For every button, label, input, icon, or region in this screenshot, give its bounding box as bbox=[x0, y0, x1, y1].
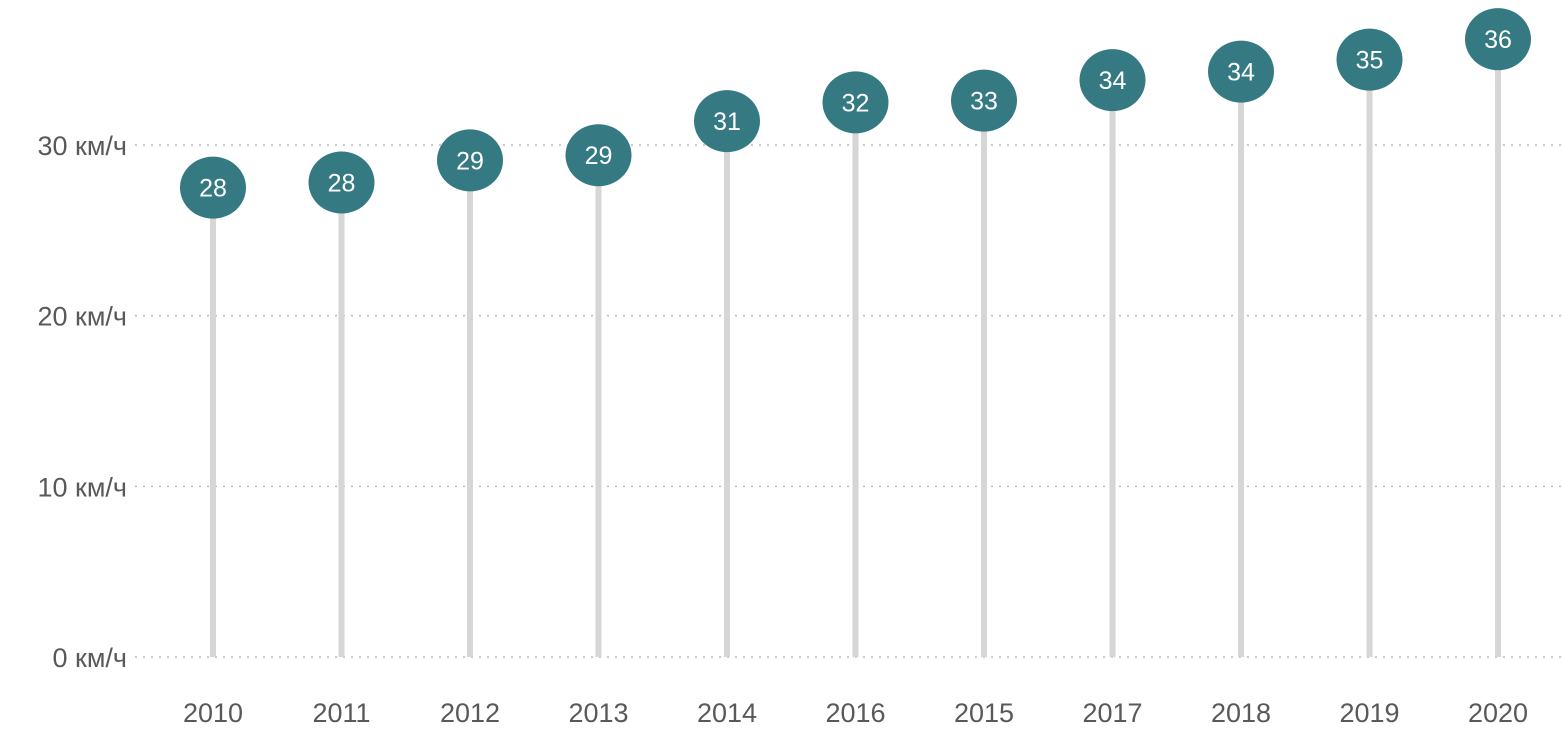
gridlines bbox=[135, 144, 1562, 658]
data-label-2013: 29 bbox=[585, 142, 613, 170]
x-tick-label-2016: 2016 bbox=[825, 698, 885, 728]
data-label-2020: 36 bbox=[1484, 26, 1512, 54]
marker-2013 bbox=[565, 124, 632, 187]
data-label-2018: 34 bbox=[1227, 59, 1255, 87]
marker-2018 bbox=[1208, 40, 1274, 103]
y-axis-ticks: 0 км/ч 10 км/ч 20 км/ч 30 км/ч bbox=[38, 131, 127, 673]
x-tick-label-2015: 2015 bbox=[954, 698, 1014, 728]
data-label-2015: 33 bbox=[970, 88, 998, 116]
x-tick-label-2019: 2019 bbox=[1339, 698, 1399, 728]
marker-2012 bbox=[437, 129, 503, 192]
marker-2016 bbox=[822, 71, 889, 134]
x-tick-label-2010: 2010 bbox=[183, 698, 243, 728]
marker-2010 bbox=[180, 156, 246, 219]
x-tick-label-2018: 2018 bbox=[1211, 698, 1271, 728]
marker-2011 bbox=[308, 151, 375, 214]
data-label-2011: 28 bbox=[328, 170, 356, 198]
y-tick-label: 10 км/ч bbox=[38, 472, 127, 502]
x-axis-ticks: 2010 2011 2012 2013 2014 2016 2015 2017 2018 2019… bbox=[183, 698, 1528, 728]
data-label-2014: 31 bbox=[713, 108, 741, 136]
marker-2020 bbox=[1465, 8, 1531, 71]
marker-2015 bbox=[951, 69, 1017, 132]
data-label-2019: 35 bbox=[1356, 47, 1384, 75]
x-tick-label-2013: 2013 bbox=[568, 698, 628, 728]
data-label-2010: 28 bbox=[199, 175, 227, 203]
x-tick-label-2014: 2014 bbox=[697, 698, 757, 728]
data-label-2017: 34 bbox=[1099, 67, 1127, 95]
marker-2019 bbox=[1336, 28, 1403, 91]
x-tick-label-2011: 2011 bbox=[312, 698, 370, 728]
markers: 28 28 29 29 31 32 33 34 34 35 36 bbox=[180, 8, 1531, 219]
y-tick-label: 30 км/ч bbox=[38, 131, 127, 161]
data-label-2016: 32 bbox=[842, 89, 870, 117]
marker-2014 bbox=[694, 90, 760, 153]
data-label-2012: 29 bbox=[456, 147, 484, 175]
y-tick-label: 0 км/ч bbox=[53, 643, 127, 673]
x-tick-label-2020: 2020 bbox=[1468, 698, 1528, 728]
marker-2017 bbox=[1079, 49, 1146, 112]
y-tick-label: 20 км/ч bbox=[38, 302, 127, 332]
stems bbox=[210, 39, 1501, 657]
x-tick-label-2017: 2017 bbox=[1082, 698, 1142, 728]
x-tick-label-2012: 2012 bbox=[440, 698, 500, 728]
